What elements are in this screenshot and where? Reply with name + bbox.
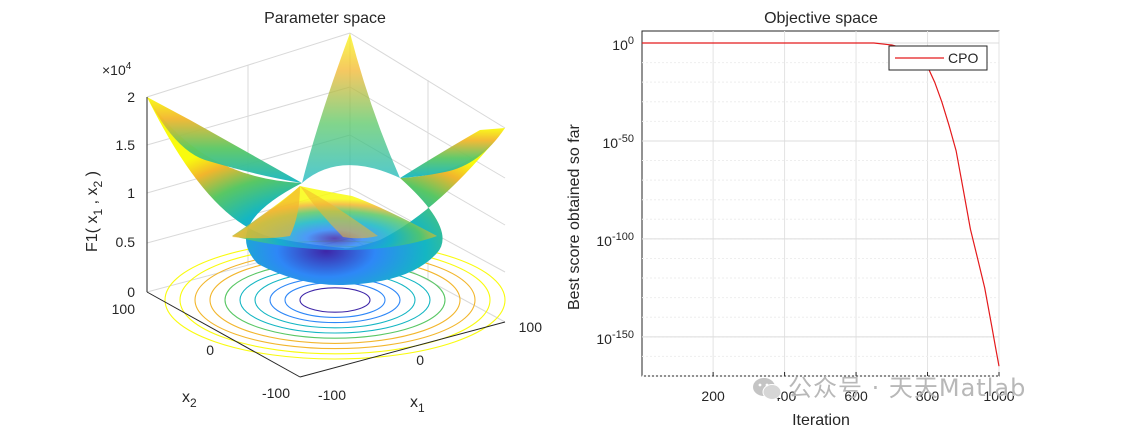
x1-tick-0: 0 — [416, 352, 424, 368]
z-tick-0.5: 0.5 — [116, 234, 136, 250]
z-tick-2: 2 — [127, 89, 135, 105]
y-ticks: 100 10-50 10-100 10-150 — [596, 35, 634, 347]
legend: CPO — [888, 45, 988, 71]
contour-level-1 — [299, 287, 371, 313]
plot-box — [641, 30, 1000, 377]
wechat-icon — [753, 378, 782, 400]
z-tick-0: 0 — [127, 284, 135, 300]
parameter-space-title: Parameter space — [264, 10, 386, 27]
surface-left-wing — [147, 97, 302, 183]
series-line-cpo — [642, 42, 1000, 367]
series-cpo — [642, 42, 1000, 367]
x2-axis-label: x2 — [182, 389, 197, 410]
surface-back-peak — [302, 33, 400, 183]
grid — [642, 31, 1000, 377]
x1-axis-label: x1 — [410, 394, 425, 415]
objective-space-axes: Objective space 200 400 600 800 1000 10010-5… — [566, 10, 1015, 429]
z-tick-1.5: 1.5 — [116, 137, 136, 153]
x-tick-600: 600 — [844, 388, 868, 404]
x1-tick--100: -100 — [318, 387, 346, 403]
x2-tick--100: -100 — [262, 385, 290, 401]
z-exponent: ×104 — [102, 61, 132, 78]
y-tick-1e0: 100 — [612, 35, 634, 53]
y-tick-1e-100: 10-100 — [596, 231, 634, 249]
x2-tick-0: 0 — [206, 342, 214, 358]
x-tick-200: 200 — [701, 388, 725, 404]
z-tick-1: 1 — [127, 185, 135, 201]
x-ticks: 200 400 600 800 1000 — [701, 372, 1015, 404]
parameter-space-axes: Parameter space — [84, 10, 542, 415]
watermark: 公众号 · 天天Matlab — [752, 368, 1026, 403]
axis-lines — [146, 97, 506, 378]
legend-label-cpo: CPO — [948, 50, 978, 66]
watermark-text: 公众号 · 天天Matlab — [788, 374, 1027, 402]
iteration-axis-label: Iteration — [792, 412, 850, 429]
best-score-axis-label: Best score obtained so far — [566, 123, 583, 310]
x-tick-800: 800 — [916, 388, 940, 404]
surface-right-wing — [400, 128, 505, 178]
objective-space-title: Objective space — [764, 10, 878, 27]
x2-tick-100: 100 — [112, 301, 136, 317]
y-tick-1e-150: 10-150 — [596, 329, 634, 347]
x-tick-1000: 1000 — [983, 388, 1014, 404]
z-axis-label: F1( x1 , x2 ) — [84, 171, 105, 252]
y-tick-1e-50: 10-50 — [603, 133, 634, 151]
x1-tick-100: 100 — [519, 319, 543, 335]
